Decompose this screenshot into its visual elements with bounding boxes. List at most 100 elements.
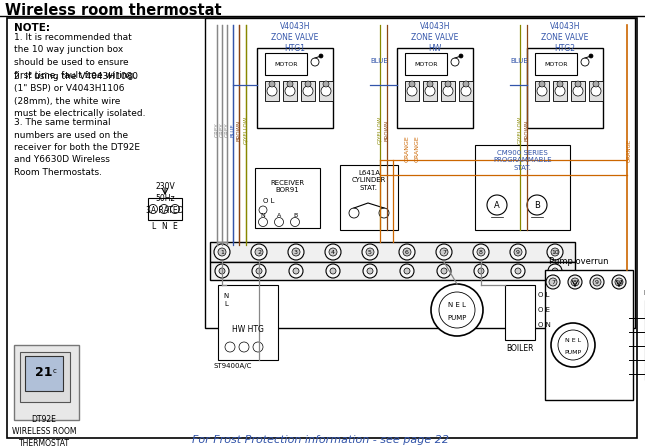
Text: Pump overrun: Pump overrun bbox=[550, 257, 609, 266]
Circle shape bbox=[287, 81, 293, 87]
Text: 5: 5 bbox=[368, 249, 372, 254]
Circle shape bbox=[511, 264, 525, 278]
Circle shape bbox=[555, 86, 565, 96]
Circle shape bbox=[461, 86, 471, 96]
Circle shape bbox=[549, 278, 557, 286]
Circle shape bbox=[325, 244, 341, 260]
Text: N: N bbox=[261, 213, 265, 218]
Text: B: B bbox=[293, 213, 297, 218]
Text: ORANGE: ORANGE bbox=[405, 135, 410, 162]
Circle shape bbox=[403, 248, 411, 256]
Bar bbox=[283, 81, 297, 101]
Bar bbox=[205, 18, 635, 328]
Circle shape bbox=[292, 248, 300, 256]
Text: A: A bbox=[277, 213, 281, 218]
Text: For Frost Protection information - see page 22: For Frost Protection information - see p… bbox=[192, 435, 448, 445]
Bar bbox=[589, 81, 603, 101]
Text: GREY: GREY bbox=[224, 122, 230, 137]
Circle shape bbox=[443, 86, 453, 96]
Bar bbox=[397, 48, 473, 128]
Bar bbox=[475, 145, 570, 230]
Circle shape bbox=[362, 244, 378, 260]
Circle shape bbox=[612, 275, 626, 289]
Text: E: E bbox=[173, 222, 177, 231]
Circle shape bbox=[546, 275, 560, 289]
Circle shape bbox=[330, 268, 336, 274]
Bar bbox=[255, 168, 320, 228]
Bar bbox=[405, 53, 447, 75]
Circle shape bbox=[477, 248, 485, 256]
Text: 9: 9 bbox=[595, 279, 599, 284]
Text: 10: 10 bbox=[615, 279, 623, 284]
Text: N: N bbox=[223, 293, 228, 299]
Circle shape bbox=[218, 248, 226, 256]
Circle shape bbox=[437, 264, 451, 278]
Bar bbox=[459, 81, 473, 101]
Text: BOILER: BOILER bbox=[644, 290, 645, 296]
Circle shape bbox=[305, 81, 311, 87]
Circle shape bbox=[527, 195, 547, 215]
Bar bbox=[319, 81, 333, 101]
Text: 9: 9 bbox=[516, 249, 520, 254]
Text: O L: O L bbox=[263, 198, 275, 204]
Text: G/YELLOW: G/YELLOW bbox=[244, 116, 248, 144]
Text: V4043H
ZONE VALVE
HW: V4043H ZONE VALVE HW bbox=[412, 22, 459, 53]
Bar bbox=[423, 81, 437, 101]
Text: c: c bbox=[53, 368, 57, 374]
Text: O E: O E bbox=[538, 307, 550, 313]
Circle shape bbox=[366, 248, 374, 256]
Circle shape bbox=[427, 81, 433, 87]
Circle shape bbox=[170, 204, 179, 214]
Circle shape bbox=[256, 268, 262, 274]
Circle shape bbox=[251, 244, 267, 260]
Text: G/YELLOW: G/YELLOW bbox=[377, 116, 382, 144]
Text: MOTOR: MOTOR bbox=[414, 62, 438, 67]
Circle shape bbox=[259, 218, 268, 227]
Circle shape bbox=[293, 268, 299, 274]
Circle shape bbox=[557, 81, 563, 87]
Text: O N: O N bbox=[538, 322, 551, 328]
Bar bbox=[148, 198, 182, 220]
Text: L641A
CYLINDER
STAT.: L641A CYLINDER STAT. bbox=[352, 170, 386, 191]
Circle shape bbox=[400, 264, 414, 278]
Circle shape bbox=[539, 81, 545, 87]
Text: N E L: N E L bbox=[448, 302, 466, 308]
Text: BLUE: BLUE bbox=[510, 58, 528, 64]
Circle shape bbox=[379, 208, 389, 218]
Bar bbox=[553, 81, 567, 101]
Text: O L: O L bbox=[538, 292, 550, 298]
Circle shape bbox=[547, 244, 563, 260]
Text: A: A bbox=[494, 201, 500, 210]
Circle shape bbox=[463, 81, 469, 87]
Circle shape bbox=[459, 54, 463, 58]
Text: BROWN: BROWN bbox=[384, 119, 390, 141]
Text: PUMP: PUMP bbox=[448, 315, 467, 321]
Text: V4043H
ZONE VALVE
HTG1: V4043H ZONE VALVE HTG1 bbox=[272, 22, 319, 53]
Circle shape bbox=[407, 86, 417, 96]
Bar bbox=[20, 352, 70, 402]
Bar bbox=[14, 345, 79, 420]
Circle shape bbox=[326, 264, 340, 278]
Circle shape bbox=[367, 268, 373, 274]
Text: ORANGE: ORANGE bbox=[626, 139, 631, 162]
Text: 10: 10 bbox=[551, 249, 559, 254]
Circle shape bbox=[451, 58, 459, 66]
Circle shape bbox=[551, 323, 595, 367]
Circle shape bbox=[589, 54, 593, 58]
Circle shape bbox=[267, 86, 277, 96]
Bar bbox=[535, 81, 549, 101]
Circle shape bbox=[575, 81, 581, 87]
Circle shape bbox=[474, 264, 488, 278]
Bar bbox=[25, 356, 63, 391]
Text: 4: 4 bbox=[331, 249, 335, 254]
Circle shape bbox=[515, 268, 521, 274]
Bar bbox=[545, 270, 633, 400]
Circle shape bbox=[581, 58, 589, 66]
Bar bbox=[527, 48, 603, 128]
Bar bbox=[210, 262, 575, 280]
Circle shape bbox=[303, 86, 313, 96]
Bar bbox=[210, 242, 575, 262]
Circle shape bbox=[439, 292, 475, 328]
Circle shape bbox=[510, 244, 526, 260]
Text: 8: 8 bbox=[573, 279, 577, 284]
